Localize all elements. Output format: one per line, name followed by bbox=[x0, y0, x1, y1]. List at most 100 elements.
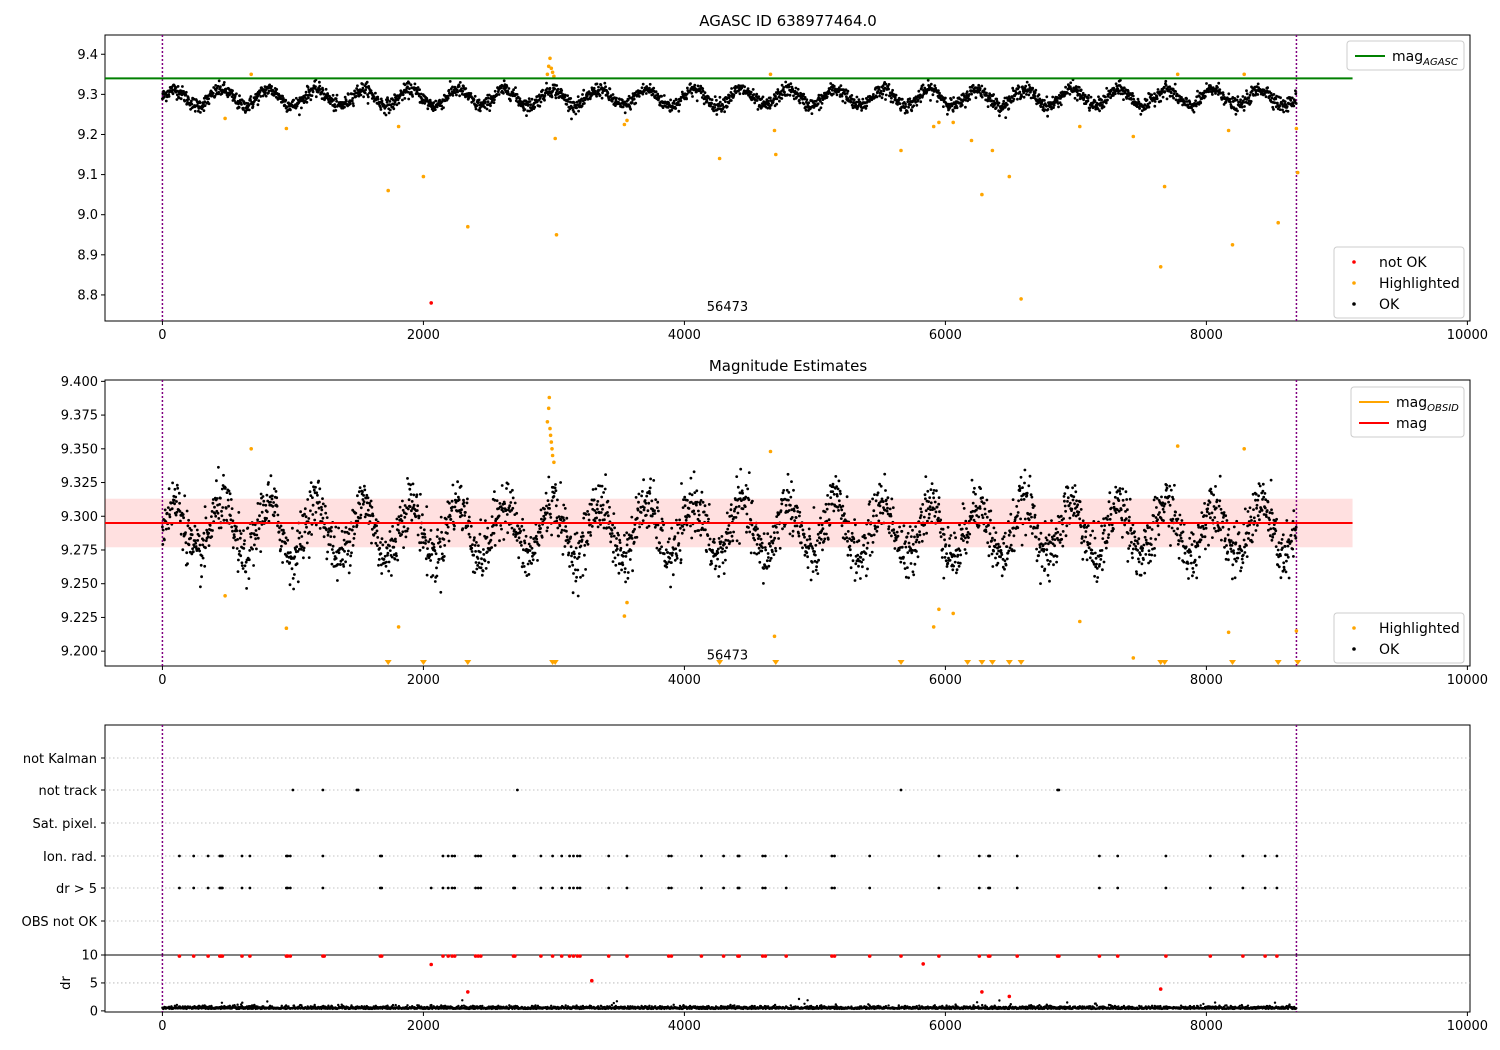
ok-point bbox=[688, 515, 691, 518]
ok-point bbox=[997, 101, 1001, 105]
ok-point bbox=[760, 541, 764, 545]
ok-point bbox=[469, 92, 473, 95]
ok-point bbox=[595, 516, 598, 520]
ok-point bbox=[659, 526, 663, 530]
ok-point bbox=[660, 94, 663, 98]
ok-point bbox=[184, 90, 188, 94]
ok-point bbox=[352, 104, 355, 108]
ok-point bbox=[245, 587, 249, 590]
ok-point bbox=[916, 535, 919, 539]
ok-point bbox=[382, 103, 386, 107]
ok-point bbox=[278, 538, 282, 542]
ok-point bbox=[689, 476, 693, 480]
ok-point bbox=[905, 535, 909, 539]
ok-point bbox=[439, 590, 443, 594]
ok-point bbox=[454, 492, 457, 495]
ok-point bbox=[276, 513, 280, 517]
ok-point bbox=[473, 571, 477, 574]
ok-point bbox=[330, 562, 334, 566]
ok-point bbox=[784, 80, 788, 84]
ok-point bbox=[541, 88, 544, 92]
ok-point bbox=[302, 549, 306, 552]
ok-point bbox=[647, 524, 651, 528]
ok-point bbox=[273, 510, 277, 514]
ok-point bbox=[902, 555, 905, 559]
ok-point bbox=[951, 109, 955, 113]
ok-point bbox=[908, 97, 912, 101]
ok-point bbox=[185, 509, 189, 513]
ok-point bbox=[910, 109, 914, 113]
ok-point bbox=[932, 496, 936, 500]
ok-point bbox=[774, 549, 778, 553]
ok-point bbox=[1241, 95, 1245, 98]
ok-point bbox=[533, 540, 537, 544]
ok-point bbox=[1204, 95, 1207, 98]
ok-point bbox=[752, 93, 756, 96]
ok-point bbox=[907, 105, 910, 109]
ok-point bbox=[362, 500, 366, 504]
ok-point bbox=[499, 524, 503, 527]
ok-point bbox=[477, 561, 481, 565]
ok-point bbox=[426, 547, 429, 550]
ok-point bbox=[361, 86, 365, 90]
ok-point bbox=[346, 552, 349, 556]
ok-point bbox=[779, 509, 783, 513]
ok-point bbox=[563, 93, 567, 97]
ok-point bbox=[702, 93, 705, 97]
ok-point bbox=[242, 547, 246, 550]
ok-point bbox=[505, 487, 508, 490]
ok-point bbox=[870, 534, 874, 537]
ok-point bbox=[411, 482, 415, 486]
ok-point bbox=[600, 495, 604, 499]
ok-point bbox=[336, 579, 339, 582]
ok-point bbox=[583, 553, 586, 557]
ok-point bbox=[163, 95, 166, 99]
ok-point bbox=[1007, 107, 1011, 111]
ok-point bbox=[1011, 86, 1015, 90]
ok-point bbox=[318, 88, 322, 91]
ok-point bbox=[612, 550, 615, 554]
ok-point bbox=[848, 548, 852, 552]
ok-point bbox=[233, 99, 236, 102]
ok-point bbox=[1104, 95, 1107, 99]
ok-point bbox=[574, 579, 578, 583]
ok-point bbox=[853, 518, 856, 521]
ok-point bbox=[1294, 89, 1297, 93]
ok-point bbox=[1168, 94, 1172, 98]
ok-point bbox=[724, 100, 727, 103]
ok-point bbox=[549, 512, 552, 516]
ok-point bbox=[645, 85, 649, 88]
ok-point bbox=[164, 99, 168, 103]
ok-point bbox=[755, 543, 759, 546]
ok-point bbox=[568, 565, 571, 568]
ok-point bbox=[711, 548, 714, 552]
ok-point bbox=[477, 100, 480, 104]
ok-point bbox=[408, 87, 411, 91]
highlighted-point bbox=[549, 66, 554, 71]
ok-point bbox=[182, 516, 186, 520]
ok-point bbox=[270, 497, 274, 501]
ok-point bbox=[462, 501, 466, 504]
ok-point bbox=[1245, 89, 1248, 93]
ok-point bbox=[933, 84, 937, 87]
ok-point bbox=[256, 536, 260, 540]
ok-point bbox=[946, 112, 949, 116]
ok-point bbox=[239, 532, 243, 535]
ok-point bbox=[314, 485, 317, 489]
ok-point bbox=[407, 81, 411, 85]
ok-point bbox=[256, 94, 259, 98]
ok-point bbox=[693, 83, 697, 87]
ok-point bbox=[401, 508, 405, 512]
ok-point bbox=[406, 507, 410, 511]
ok-point bbox=[658, 547, 662, 551]
ok-point bbox=[861, 97, 865, 101]
ok-point bbox=[293, 573, 296, 576]
ok-point bbox=[718, 100, 722, 104]
ok-point bbox=[474, 107, 478, 111]
legend-label: OK bbox=[1379, 297, 1400, 313]
ok-point bbox=[230, 507, 234, 510]
ok-point bbox=[302, 556, 305, 560]
ok-point bbox=[237, 106, 241, 109]
ok-point bbox=[559, 91, 563, 95]
ok-point bbox=[460, 514, 464, 517]
